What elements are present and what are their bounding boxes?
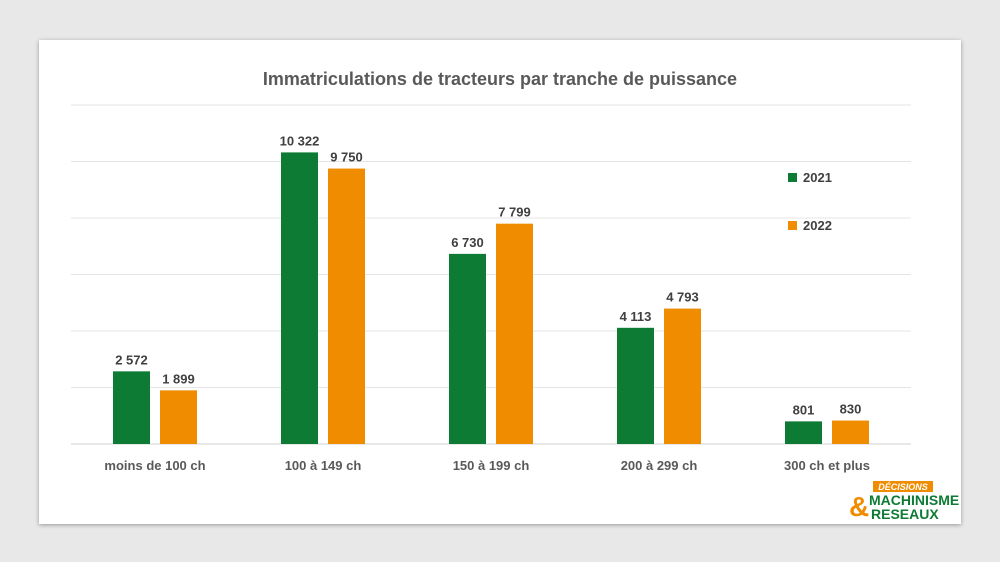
- bar-2021: [281, 152, 318, 444]
- legend-swatch: [788, 173, 797, 182]
- data-label: 4 793: [666, 290, 699, 305]
- bar-2022: [160, 390, 197, 444]
- bar-2022: [664, 308, 701, 444]
- data-label: 6 730: [451, 235, 484, 250]
- bar-2021: [785, 421, 822, 444]
- bar-2022: [832, 420, 869, 444]
- bar-2021: [617, 327, 654, 444]
- chart-title: Immatriculations de tracteurs par tranch…: [262, 69, 738, 89]
- bar-2021: [113, 371, 150, 444]
- decisions-machinisme-reseaux-logo: DÉCISIONS & MACHINISME RESEAUX: [849, 481, 959, 522]
- chart-card: Immatriculations de tracteurs par tranch…: [39, 40, 961, 524]
- category-label: 200 à 299 ch: [621, 458, 698, 473]
- data-label: 2 572: [115, 352, 148, 367]
- bar-chart: 2 572 1 899 moins de 100 ch 10 322 9 750 100 …: [71, 104, 911, 473]
- svg-text:DÉCISIONS: DÉCISIONS: [878, 482, 928, 492]
- svg-text:&: &: [849, 491, 869, 522]
- bar-2022: [328, 168, 365, 444]
- category-label: 100 à 149 ch: [285, 458, 362, 473]
- legend-label: 2021: [803, 170, 832, 185]
- category-label: moins de 100 ch: [104, 458, 205, 473]
- data-label: 9 750: [330, 150, 363, 165]
- data-label: 4 113: [620, 309, 652, 324]
- data-label: 1 899: [162, 371, 195, 386]
- data-label: 830: [840, 402, 862, 417]
- legend-label: 2022: [803, 218, 832, 233]
- svg-text:MACHINISME: MACHINISME: [869, 492, 959, 508]
- bar-2021: [449, 253, 486, 444]
- data-label: 801: [793, 402, 815, 417]
- bar-2022: [496, 223, 533, 444]
- legend-swatch: [788, 221, 797, 230]
- category-label: 300 ch et plus: [784, 458, 870, 473]
- category-label: 150 à 199 ch: [453, 458, 530, 473]
- data-label: 7 799: [498, 205, 531, 220]
- svg-text:RESEAUX: RESEAUX: [871, 506, 939, 522]
- data-label: 10 322: [280, 133, 320, 148]
